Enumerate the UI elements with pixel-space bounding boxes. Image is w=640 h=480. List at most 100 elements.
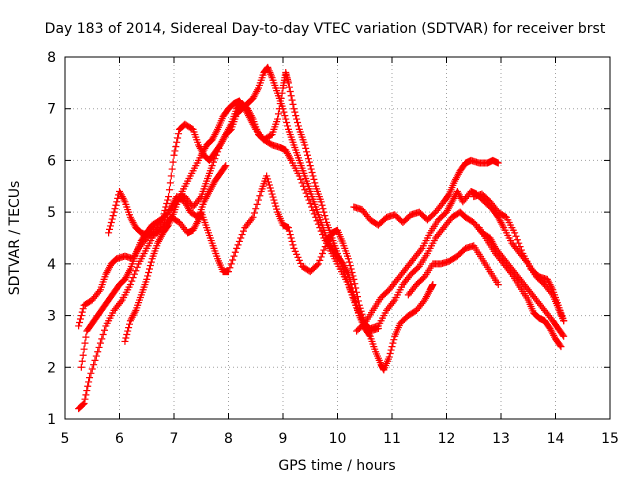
data-point [106, 222, 114, 230]
data-point [304, 193, 312, 201]
data-point [78, 308, 86, 316]
data-point [274, 110, 282, 118]
data-point [556, 341, 564, 349]
data-point [167, 172, 175, 180]
data-point [294, 122, 302, 130]
data-point [79, 305, 87, 313]
data-point [125, 320, 133, 328]
data-point [166, 179, 174, 187]
data-point [264, 175, 272, 183]
data-point [254, 86, 262, 94]
data-point [287, 234, 295, 242]
data-point [301, 141, 309, 149]
data-point [101, 326, 109, 334]
data-point [133, 263, 141, 271]
data-point [145, 268, 153, 276]
data-point [516, 243, 524, 251]
data-point [172, 143, 180, 151]
data-point [295, 172, 303, 180]
data-point [280, 108, 288, 116]
data-point [238, 231, 246, 239]
data-point [287, 92, 295, 100]
data-point [289, 100, 297, 108]
data-point [548, 284, 556, 292]
data-point [95, 287, 103, 295]
data-point [294, 253, 302, 261]
data-point [75, 322, 83, 330]
data-point [309, 206, 317, 214]
data-point [307, 165, 315, 173]
data-point [266, 184, 274, 192]
data-point [132, 267, 140, 275]
data-point [226, 122, 234, 130]
data-point [322, 215, 330, 223]
data-point [306, 200, 314, 208]
y-axis-label: SDTVAR / TECUs [7, 181, 23, 296]
chart-title: Day 183 of 2014, Sidereal Day-to-day VTE… [45, 21, 606, 37]
data-point [111, 205, 119, 213]
data-point [271, 199, 279, 207]
data-point [267, 187, 275, 195]
data-point [231, 248, 239, 256]
data-point [164, 196, 172, 204]
data-point [301, 186, 309, 194]
data-point [314, 260, 322, 268]
data-point [317, 253, 325, 261]
data-point [143, 275, 151, 283]
data-point [303, 148, 311, 156]
data-point [346, 262, 354, 270]
data-point [194, 218, 202, 226]
series-track-e [121, 69, 363, 345]
data-point [499, 222, 507, 230]
data-point [125, 324, 133, 332]
series-track-f [350, 156, 502, 229]
data-point [213, 127, 221, 135]
data-point [265, 67, 273, 75]
data-point [131, 308, 139, 316]
data-point [316, 256, 324, 264]
data-point [91, 356, 99, 364]
data-point [77, 312, 85, 320]
data-point [266, 69, 274, 77]
data-point [560, 317, 568, 325]
data-point [386, 349, 394, 357]
data-point [110, 208, 118, 216]
data-point [90, 361, 98, 369]
data-point [515, 239, 523, 247]
data-point [288, 237, 296, 245]
data-point [234, 241, 242, 249]
data-point [170, 151, 178, 159]
data-point [294, 119, 302, 127]
data-point [83, 387, 91, 395]
data-point [316, 224, 324, 232]
y-tick-label: 7 [47, 102, 56, 118]
x-tick-label: 10 [329, 431, 347, 447]
grid-lines [65, 57, 610, 419]
data-point [290, 244, 298, 252]
data-point [85, 378, 93, 386]
data-point [281, 112, 289, 120]
data-point [146, 262, 154, 270]
data-point [291, 108, 299, 116]
data-point [288, 96, 296, 104]
data-point [276, 100, 284, 108]
series-track-h [404, 242, 502, 299]
data-point [345, 258, 353, 266]
data-point [80, 345, 88, 353]
y-tick-label: 8 [47, 50, 56, 66]
data-point [286, 155, 294, 163]
y-tick-label: 6 [47, 153, 56, 169]
data-point [125, 267, 133, 275]
data-point [84, 382, 92, 390]
data-point [121, 337, 129, 345]
data-point [278, 89, 286, 97]
data-point [249, 213, 257, 221]
x-tick-label: 8 [224, 431, 233, 447]
data-point [248, 113, 256, 121]
data-point [253, 200, 261, 208]
x-tick-label: 6 [115, 431, 124, 447]
data-point [171, 147, 179, 155]
data-point [512, 232, 520, 240]
data-point [513, 236, 521, 244]
